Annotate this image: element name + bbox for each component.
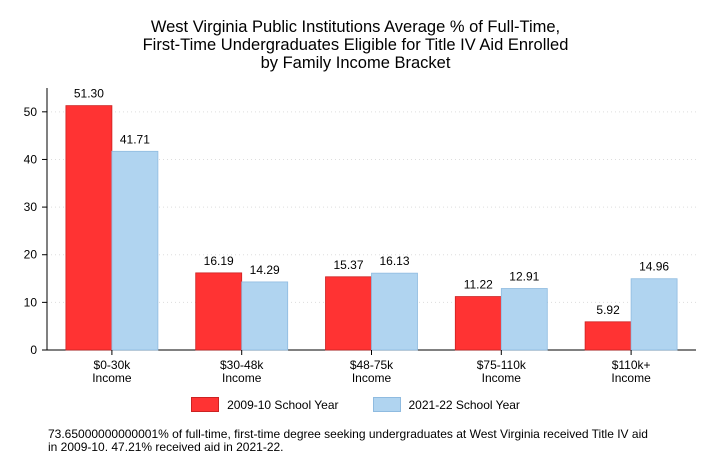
footnote: 73.65000000000001% of full-time, first-t… [48, 428, 708, 454]
y-tick-label-0: 0 [30, 343, 37, 357]
y-tick-label-10: 10 [24, 295, 38, 309]
chart-title: West Virginia Public Institutions Averag… [0, 18, 711, 72]
data-label-series-1-1: 51.30 [74, 87, 104, 101]
data-label-series-2-2: 14.29 [250, 263, 280, 277]
footnote-line-2: in 2009-10. 47.21% received aid in 2021-… [48, 440, 284, 454]
data-label-series-2-5: 14.96 [639, 260, 669, 274]
y-tick-label-40: 40 [24, 152, 38, 166]
x-tick-label-2-line-1: $30-48k [220, 358, 264, 372]
bar-series-2-1 [111, 150, 159, 351]
y-tick-label-50: 50 [24, 105, 38, 119]
chart-title-line-1: West Virginia Public Institutions Averag… [150, 18, 561, 36]
data-label-series-2-3: 16.13 [379, 254, 409, 268]
chart-title-line-2: First-Time Undergraduates Eligible for T… [142, 36, 569, 54]
bar-series-2-3 [371, 272, 418, 351]
bar-series-1-2 [195, 272, 243, 351]
x-tick-label-1-line-1: $0-30k [94, 358, 132, 372]
legend-item-series-2: 2021-22 School Year [372, 397, 520, 412]
bar-series-1-1 [65, 105, 113, 351]
legend: 2009-10 School Year 2021-22 School Year [0, 397, 711, 412]
data-label-series-1-2: 16.19 [204, 254, 234, 268]
bar-series-2-4 [500, 288, 548, 351]
bar-series-2-5 [630, 278, 678, 351]
x-tick-label-4-line-1: $75-110k [477, 358, 527, 372]
data-label-series-2-4: 12.91 [509, 270, 539, 284]
footnote-line-1: 73.65000000000001% of full-time, first-t… [48, 427, 648, 441]
data-label-series-1-4: 11.22 [464, 278, 493, 292]
bar-chart: 0102030405051.3041.71$0-30kIncome16.1914… [24, 87, 696, 385]
x-tick-label-5-line-2: Income [611, 371, 651, 385]
x-tick-label-1-line-2: Income [92, 371, 132, 385]
chart-title-line-3: by Family Income Bracket [260, 54, 451, 72]
x-tick-label-4-line-2: Income [482, 371, 522, 385]
bar-series-1-5 [584, 321, 632, 351]
bar-series-1-3 [325, 276, 372, 351]
bar-series-2-2 [241, 281, 289, 351]
x-tick-label-3-line-2: Income [352, 371, 392, 385]
y-tick-label-30: 30 [24, 200, 38, 214]
legend-label-series-2: 2021-22 School Year [408, 397, 520, 412]
y-tick-label-20: 20 [24, 248, 38, 262]
x-tick-label-3-line-1: $48-75k [350, 358, 394, 372]
x-tick-label-2-line-2: Income [222, 371, 262, 385]
data-label-series-1-3: 15.37 [333, 258, 363, 272]
x-tick-label-5-line-1: $110k+ [612, 358, 651, 372]
data-label-series-1-5: 5.92 [596, 303, 620, 317]
legend-swatch-series-2 [372, 397, 401, 412]
legend-label-series-1: 2009-10 School Year [227, 397, 339, 412]
bar-series-1-4 [454, 296, 502, 351]
legend-swatch-series-1 [191, 397, 220, 412]
legend-item-series-1: 2009-10 School Year [191, 397, 339, 412]
data-label-series-2-1: 41.71 [120, 132, 150, 146]
